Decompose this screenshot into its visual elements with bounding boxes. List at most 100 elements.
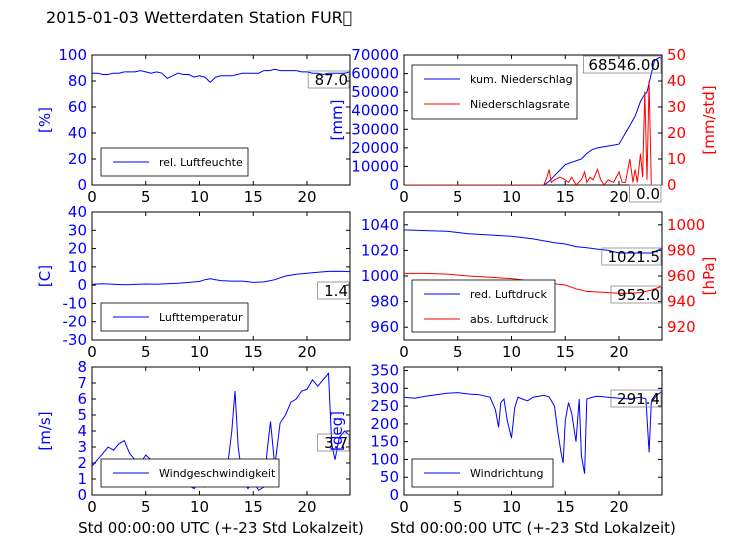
x-tick-label: 0 xyxy=(399,498,409,516)
x-tick-label: 0 xyxy=(399,188,409,206)
y-tick-label: 50000 xyxy=(351,83,399,101)
y-tick-label: 1020 xyxy=(361,241,399,259)
current-value-label: 87.0 xyxy=(315,71,348,89)
y-tick-label: 4 xyxy=(77,422,87,440)
y-axis-label: [C] xyxy=(36,265,54,287)
y-tick-label: 10 xyxy=(68,258,87,276)
current-value-label-2-box xyxy=(610,285,662,304)
y2-tick-label: 1000 xyxy=(667,216,705,234)
current-value-label: 3.7 xyxy=(324,434,348,452)
current-value-label-box xyxy=(583,55,662,74)
y-tick-label: 150 xyxy=(370,433,399,451)
y-tick-label: 100 xyxy=(370,450,399,468)
series-line-1 xyxy=(404,272,662,294)
current-value-label: 291.4 xyxy=(617,390,660,408)
y-axis-label: [mm] xyxy=(328,100,346,141)
x-tick-label: 0 xyxy=(87,188,97,206)
y-tick-label: 40 xyxy=(68,124,87,142)
y2-tick-label: 960 xyxy=(667,267,696,285)
y-tick-label: 0 xyxy=(77,486,87,504)
legend-label: Windgeschwindigkeit xyxy=(159,467,276,480)
series-line-0 xyxy=(404,229,662,254)
x-tick-label: 15 xyxy=(244,498,263,516)
series-line-0 xyxy=(92,270,350,286)
current-value-label-box xyxy=(610,389,662,408)
x-tick-label: 15 xyxy=(556,188,575,206)
y-tick-label: 2 xyxy=(77,454,87,472)
x-tick-label: 20 xyxy=(297,188,316,206)
current-value-label-2: 0.0 xyxy=(636,185,660,203)
x-tick-label: 20 xyxy=(609,498,628,516)
current-value-label-box xyxy=(316,433,350,452)
y-tick-label: 250 xyxy=(370,397,399,415)
y2-tick-label: 40 xyxy=(667,72,686,90)
x-tick-label: 10 xyxy=(190,498,209,516)
y2-tick-label: 10 xyxy=(667,150,686,168)
x-tick-label: 10 xyxy=(502,343,521,361)
x-tick-label: 10 xyxy=(190,343,209,361)
y-tick-label: 30000 xyxy=(351,120,399,138)
x-tick-label: 15 xyxy=(556,343,575,361)
current-value-label-box xyxy=(601,247,662,266)
y2-axis-label: [hPa] xyxy=(700,257,718,296)
y2-tick-label: 20 xyxy=(667,124,686,142)
x-tick-label: 15 xyxy=(244,188,263,206)
legend-label: Lufttemperatur xyxy=(159,311,243,324)
page-title: 2015-01-03 Wetterdaten Station FUR  xyxy=(46,8,353,27)
x-axis-label: Std 00:00:00 UTC (+-23 Std Lokalzeit) xyxy=(390,519,676,537)
current-value-label: 1.4 xyxy=(324,282,348,300)
y-tick-label: 20 xyxy=(68,150,87,168)
panel-humidity: 0 5 10 15 20 0 20 40 60 80 100 [%] rel. Luftfeuchte 8… xyxy=(36,46,351,206)
y-tick-label: 60 xyxy=(68,98,87,116)
legend-box xyxy=(411,279,556,333)
y-tick-label: -10 xyxy=(63,294,88,312)
y-tick-label: 40000 xyxy=(351,102,399,120)
y-tick-label: 300 xyxy=(370,379,399,397)
y-tick-label: 8 xyxy=(77,358,87,376)
y-tick-label: 100 xyxy=(58,46,87,64)
x-tick-label: 20 xyxy=(609,343,628,361)
y-tick-label: 3 xyxy=(77,438,87,456)
x-tick-label: 5 xyxy=(141,343,151,361)
panel-pressure: 0 5 10 15 20 960 980 1000 1020 1040 920 940 960 980 10… xyxy=(361,211,718,361)
y-tick-label: 5 xyxy=(77,406,87,424)
y-tick-label: 50 xyxy=(380,468,399,486)
legend-label: Windrichtung xyxy=(470,467,543,480)
legend-label: kum. Niederschlag xyxy=(470,73,573,86)
x-tick-label: 5 xyxy=(453,343,463,361)
x-tick-label: 10 xyxy=(502,498,521,516)
y-tick-label: 350 xyxy=(370,362,399,380)
y-tick-label: -20 xyxy=(63,313,88,331)
legend-label: Niederschlagsrate xyxy=(470,98,570,111)
y2-tick-label: 50 xyxy=(667,46,686,64)
y-tick-label: -30 xyxy=(63,331,88,349)
x-tick-label: 5 xyxy=(453,498,463,516)
legend-label: rel. Luftfeuchte xyxy=(159,156,243,169)
series-line-0 xyxy=(404,57,662,185)
y2-tick-label: 940 xyxy=(667,293,696,311)
panel-windspeed: 0 5 10 15 20012345678[m/s]Windgeschwindigkei… xyxy=(36,358,364,537)
x-tick-label: 20 xyxy=(297,343,316,361)
current-value-label-box xyxy=(307,70,350,89)
y2-tick-label: 920 xyxy=(667,318,696,336)
y-tick-label: 0 xyxy=(389,176,399,194)
y-tick-label: 0 xyxy=(389,486,399,504)
legend-label: abs. Luftdruck xyxy=(470,313,549,326)
current-value-label: 68546.00 xyxy=(588,56,660,74)
x-tick-label: 5 xyxy=(141,188,151,206)
y-tick-label: 0 xyxy=(77,176,87,194)
y-tick-label: 20000 xyxy=(351,139,399,157)
current-value-label: 1021.5 xyxy=(608,248,661,266)
y-tick-label: 6 xyxy=(77,390,87,408)
y-tick-label: 10000 xyxy=(351,157,399,175)
series-line-0 xyxy=(404,390,662,474)
series-line-1 xyxy=(404,80,662,185)
x-tick-label: 0 xyxy=(87,343,97,361)
y2-tick-label: 0 xyxy=(667,176,677,194)
y-tick-label: 30 xyxy=(68,221,87,239)
y-tick-label: 80 xyxy=(68,72,87,90)
x-tick-label: 5 xyxy=(141,498,151,516)
series-line-0 xyxy=(92,68,350,83)
current-value-label-box xyxy=(316,281,350,300)
